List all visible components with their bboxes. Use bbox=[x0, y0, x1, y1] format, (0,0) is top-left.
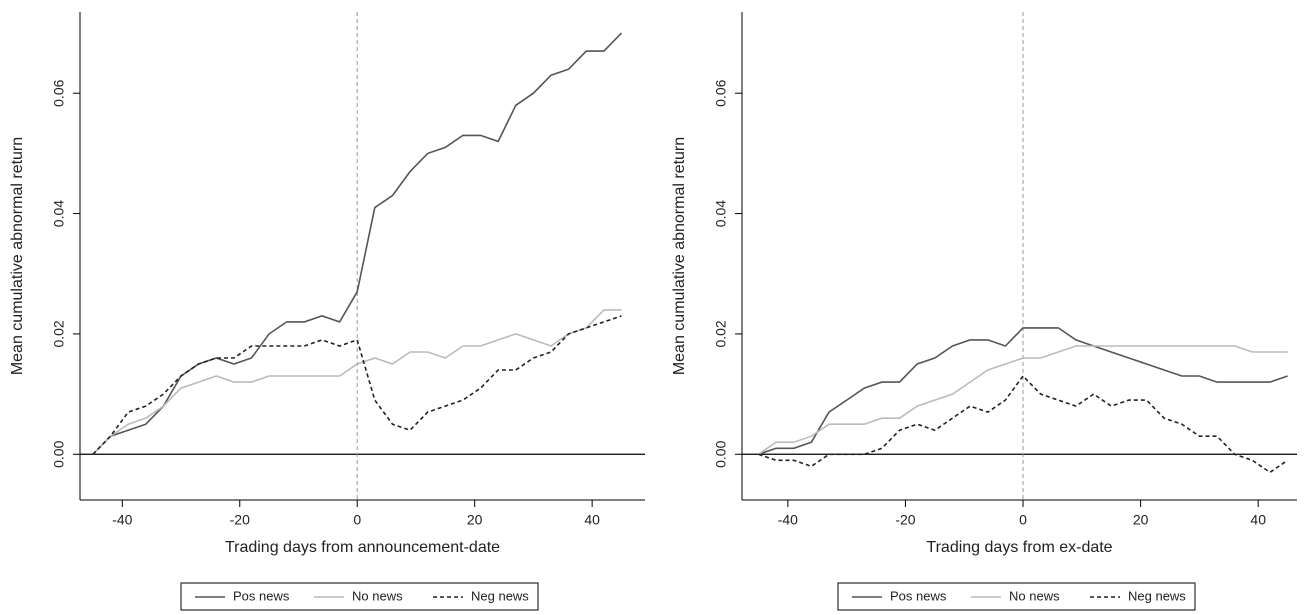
legend-label: No news bbox=[352, 588, 403, 603]
x-tick-label: 0 bbox=[1019, 512, 1027, 528]
x-tick-label: -20 bbox=[230, 512, 250, 528]
y-tick-label: 0.04 bbox=[713, 200, 729, 227]
y-tick-label: 0.06 bbox=[51, 79, 67, 106]
x-tick-label: 0 bbox=[353, 512, 361, 528]
y-tick-label: 0.04 bbox=[51, 200, 67, 227]
x-tick-label: -40 bbox=[112, 512, 132, 528]
legend-label: Neg news bbox=[471, 588, 529, 603]
series-line bbox=[92, 309, 622, 455]
y-axis-title: Mean cumulative abnormal return bbox=[671, 137, 688, 375]
legend-label: No news bbox=[1009, 588, 1060, 603]
y-tick-label: 0.06 bbox=[713, 79, 729, 106]
x-axis-title: Trading days from ex-date bbox=[926, 539, 1112, 556]
x-tick-label: -20 bbox=[895, 512, 915, 528]
x-tick-label: 40 bbox=[1250, 512, 1266, 528]
panel: 0.00 0.02 0.04 0.06 -40 -20 0 20 40 Trading days … bbox=[9, 12, 645, 611]
x-axis-title: Trading days from announcement-date bbox=[225, 539, 500, 556]
legend-box bbox=[837, 582, 1196, 611]
y-tick-label: 0.02 bbox=[713, 320, 729, 347]
y-tick-label: 0.00 bbox=[713, 440, 729, 467]
series-line bbox=[92, 315, 622, 455]
legend-label: Pos news bbox=[233, 588, 290, 603]
legend-label: Neg news bbox=[1128, 588, 1186, 603]
legend-box bbox=[180, 582, 539, 611]
x-tick-label: 20 bbox=[1133, 512, 1149, 528]
x-tick-label: 20 bbox=[467, 512, 483, 528]
y-tick-label: 0.02 bbox=[51, 320, 67, 347]
y-tick-label: 0.00 bbox=[51, 440, 67, 467]
series-line bbox=[758, 327, 1288, 456]
legend-label: Pos news bbox=[890, 588, 947, 603]
series-line bbox=[758, 345, 1288, 455]
y-axis-title: Mean cumulative abnormal return bbox=[9, 137, 26, 375]
panel: 0.00 0.02 0.04 0.06 -40 -20 0 20 40 Trading days … bbox=[671, 12, 1297, 611]
x-tick-label: 40 bbox=[584, 512, 600, 528]
x-tick-label: -40 bbox=[778, 512, 798, 528]
series-line bbox=[758, 374, 1289, 474]
